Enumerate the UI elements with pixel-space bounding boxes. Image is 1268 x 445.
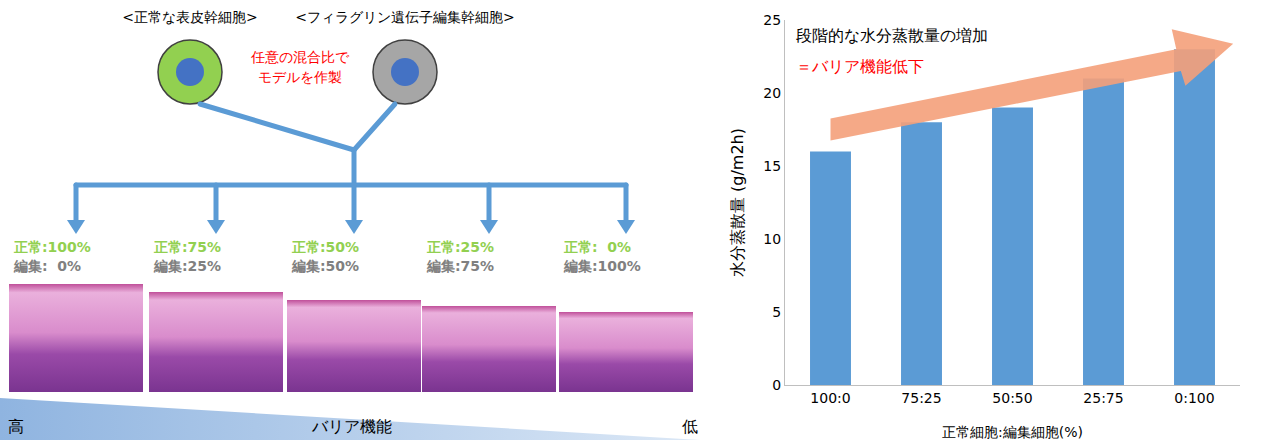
svg-text:50:50: 50:50 (992, 390, 1032, 406)
svg-text:高: 高 (8, 417, 24, 436)
svg-text:正常細胞:編集細胞(%): 正常細胞:編集細胞(%) (942, 424, 1083, 440)
svg-text:正常:100%: 正常:100% (13, 239, 91, 255)
svg-text:10: 10 (763, 231, 781, 247)
svg-text:<正常な表皮幹細胞>: <正常な表皮幹細胞> (122, 9, 257, 25)
svg-text:編集: 0%: 編集: 0% (13, 258, 81, 274)
svg-text:バリア機能: バリア機能 (311, 417, 392, 436)
svg-text:正常:50%: 正常:50% (291, 239, 359, 255)
svg-text:正常:75%: 正常:75% (153, 239, 221, 255)
svg-text:0: 0 (772, 377, 781, 393)
svg-text:0:100: 0:100 (1174, 390, 1214, 406)
svg-text:100:0: 100:0 (810, 390, 850, 406)
svg-text:正常: 0%: 正常: 0% (563, 239, 631, 255)
svg-text:モデルを作製: モデルを作製 (258, 69, 342, 85)
svg-text:低: 低 (682, 417, 698, 436)
svg-text:段階的な水分蒸散量の増加: 段階的な水分蒸散量の増加 (796, 26, 988, 45)
svg-text:編集:25%: 編集:25% (153, 258, 221, 274)
svg-text:編集:50%: 編集:50% (291, 258, 359, 274)
svg-text:正常:25%: 正常:25% (426, 239, 494, 255)
svg-text:20: 20 (763, 85, 781, 101)
svg-text:水分蒸散量 (g/m2h): 水分蒸散量 (g/m2h) (728, 128, 747, 277)
svg-text:編集:75%: 編集:75% (426, 258, 494, 274)
svg-text:任意の混合比で: 任意の混合比で (250, 49, 350, 65)
svg-text:5: 5 (772, 304, 781, 320)
svg-text:＝バリア機能低下: ＝バリア機能低下 (796, 57, 924, 76)
svg-text:<フィラグリン遺伝子編集幹細胞>: <フィラグリン遺伝子編集幹細胞> (295, 9, 514, 25)
svg-text:75:25: 75:25 (901, 390, 941, 406)
svg-text:25: 25 (763, 12, 781, 28)
svg-text:15: 15 (763, 158, 781, 174)
svg-text:25:75: 25:75 (1083, 390, 1123, 406)
svg-text:編集:100%: 編集:100% (563, 258, 641, 274)
